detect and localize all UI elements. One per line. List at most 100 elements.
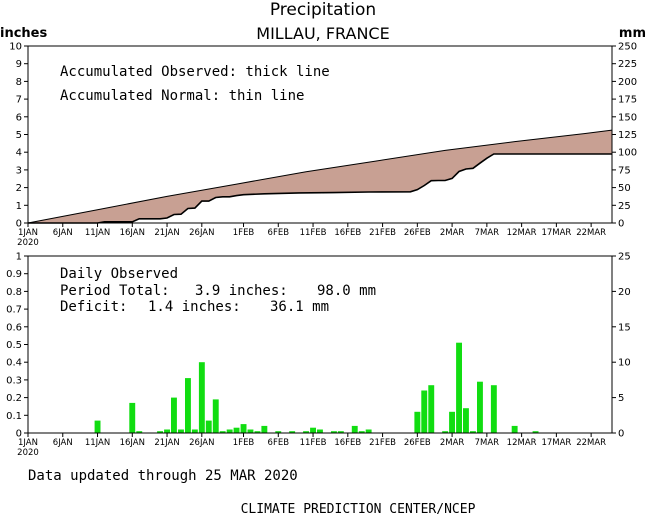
period-total-mm: 98.0 mm — [317, 283, 376, 299]
daily-bar — [317, 429, 323, 433]
right-ytick-label: 15 — [618, 322, 631, 333]
daily-bar — [358, 431, 365, 433]
xtick-year-label: 2020 — [17, 448, 39, 458]
daily-bar — [477, 381, 483, 433]
daily-bar — [365, 429, 372, 433]
chart-title: Precipitation — [270, 0, 376, 20]
right-ytick-label: 25 — [618, 201, 631, 212]
xtick-label: 1JAN — [18, 438, 38, 448]
xtick-label: 22MAR — [576, 438, 606, 448]
daily-bar — [337, 431, 344, 433]
location-title: MILLAU, FRANCE — [256, 24, 389, 43]
xtick-label: 26JAN — [189, 228, 214, 238]
daily-bar — [178, 429, 184, 433]
daily-bar — [421, 390, 428, 433]
left-ytick-label: 6 — [16, 112, 22, 123]
xtick-label: 21JAN — [154, 228, 179, 238]
deficit-mm: 36.1 mm — [270, 299, 329, 315]
left-ytick-label: 7 — [16, 95, 22, 106]
right-unit-label: mm — [619, 26, 646, 41]
daily-bar — [310, 427, 316, 433]
credit-line: CLIMATE PREDICTION CENTER/NCEP — [241, 502, 476, 517]
daily-bar — [198, 362, 205, 433]
xtick-label: 1JAN — [18, 228, 38, 238]
daily-bar — [254, 431, 261, 433]
accumulated-observed-line — [28, 153, 612, 224]
right-ytick-label: 100 — [618, 148, 637, 159]
right-ytick-label: 0 — [618, 219, 624, 230]
left-ytick-label: 1 — [16, 201, 22, 212]
left-ytick-label: 2 — [16, 183, 22, 194]
left-ytick-label: 0 — [16, 219, 22, 230]
xtick-label: 16FEB — [334, 228, 361, 238]
daily-bar — [414, 411, 421, 433]
daily-bar — [247, 429, 254, 433]
xtick-label: 11FEB — [300, 228, 327, 238]
daily-bar — [456, 342, 462, 433]
xtick-label: 7MAR — [475, 438, 500, 448]
xtick-label: 1FEB — [233, 228, 255, 238]
xtick-label: 2MAR — [440, 228, 465, 238]
xtick-label: 26FEB — [404, 438, 431, 448]
xtick-year-label: 2020 — [17, 238, 39, 248]
period-total-name: Period Total: — [60, 283, 170, 299]
daily-bar — [136, 431, 143, 433]
left-ytick-label: 8 — [16, 77, 22, 88]
left-ytick-label: 5 — [16, 130, 22, 141]
daily-bar — [428, 385, 435, 433]
left-ytick-label: 0.4 — [6, 358, 22, 369]
daily-bar — [164, 429, 170, 433]
daily-observed-label: Daily Observed — [60, 266, 178, 282]
left-unit-label: inches — [0, 26, 47, 41]
left-ytick-label: 3 — [16, 165, 22, 176]
xtick-label: 17MAR — [541, 438, 571, 448]
daily-bar — [191, 429, 198, 433]
right-ytick-label: 75 — [618, 165, 631, 176]
left-ytick-label: 0 — [16, 429, 22, 440]
xtick-label: 12MAR — [507, 228, 537, 238]
right-ytick-label: 20 — [618, 287, 631, 298]
right-ytick-label: 5 — [618, 393, 624, 404]
accumulated-deficit-area — [28, 130, 612, 223]
left-ytick-label: 0.2 — [6, 393, 22, 404]
xtick-label: 1FEB — [233, 438, 255, 448]
daily-bar — [442, 431, 449, 433]
xtick-label: 17MAR — [541, 228, 571, 238]
legend-observed: Accumulated Observed: thick line — [60, 64, 330, 80]
left-ytick-label: 4 — [16, 148, 22, 159]
left-ytick-label: 0.8 — [6, 287, 22, 298]
accumulated-axes: 0123456789100255075100125150175200225250… — [9, 42, 637, 249]
deficit-name: Deficit: — [60, 299, 127, 315]
accumulated-panel: 0123456789100255075100125150175200225250… — [9, 42, 637, 249]
left-ytick-label: 10 — [9, 42, 22, 53]
xtick-label: 21FEB — [369, 438, 396, 448]
left-ytick-label: 0.6 — [6, 322, 22, 333]
left-ytick-label: 0.7 — [6, 305, 22, 316]
daily-bar — [511, 425, 518, 433]
daily-axes: 00.10.20.30.40.50.60.70.80.9105101520251… — [6, 252, 631, 459]
xtick-label: 6FEB — [268, 228, 290, 238]
right-ytick-label: 200 — [618, 77, 637, 88]
daily-bar — [275, 431, 282, 433]
xtick-label: 6JAN — [53, 438, 73, 448]
accumulated-normal-line — [27, 129, 613, 224]
daily-bar — [219, 431, 226, 433]
right-ytick-label: 175 — [618, 95, 637, 106]
left-ytick-label: 0.9 — [6, 269, 22, 280]
xtick-label: 16JAN — [120, 228, 145, 238]
xtick-label: 22MAR — [576, 228, 606, 238]
right-ytick-label: 150 — [618, 112, 637, 123]
daily-bar — [303, 431, 309, 433]
deficit-inches: 1.4 inches: — [148, 299, 241, 315]
right-ytick-label: 25 — [618, 252, 631, 263]
daily-bar — [532, 431, 539, 433]
xtick-label: 2MAR — [440, 438, 465, 448]
xtick-label: 11FEB — [300, 438, 327, 448]
right-ytick-label: 125 — [618, 130, 637, 141]
daily-bar — [289, 431, 296, 433]
xtick-label: 21FEB — [369, 228, 396, 238]
left-ytick-label: 9 — [16, 59, 22, 70]
right-ytick-label: 0 — [618, 429, 624, 440]
